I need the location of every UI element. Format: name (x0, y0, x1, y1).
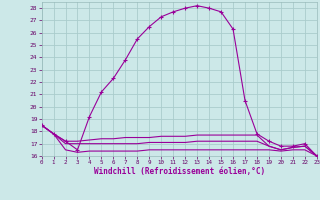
X-axis label: Windchill (Refroidissement éolien,°C): Windchill (Refroidissement éolien,°C) (94, 167, 265, 176)
